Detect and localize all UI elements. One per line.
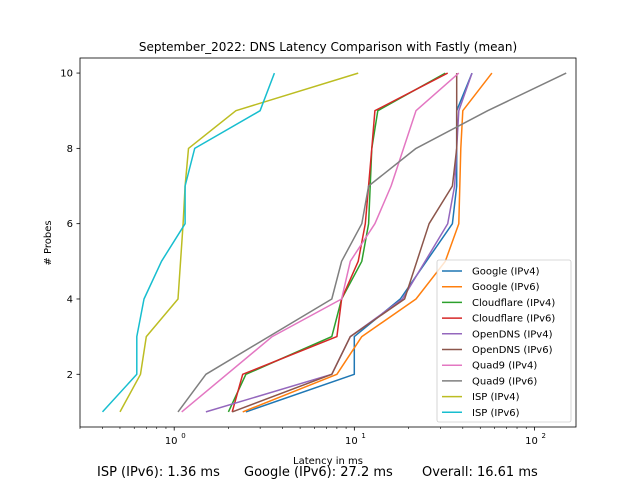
y-tick-label: 6 — [67, 219, 73, 230]
series-line-isp-ipv4 — [119, 72, 359, 413]
x-axis-title: Latency in ms — [293, 456, 363, 467]
legend-label-opendns-ipv6: OpenDNS (IPv6) — [472, 345, 553, 356]
plot-frame — [79, 57, 577, 428]
legend-label-isp-ipv4: ISP (IPv4) — [472, 392, 520, 403]
x-tick-exponent: 1 — [361, 432, 365, 440]
legend-label-quad9-ipv6: Quad9 (IPv6) — [472, 376, 537, 387]
legend-entries: Google (IPv4) Google (IPv6) Cloudflare (IP… — [442, 267, 555, 419]
y-axis-title: # Probes — [43, 220, 54, 265]
x-tick-label: 10 — [165, 436, 178, 447]
series-line-quad9-ipv6 — [177, 72, 567, 413]
footer-google-ipv6: Google (IPv6): 27.2 ms — [244, 465, 393, 480]
series-line-quad9-ipv4 — [181, 72, 460, 413]
plot-area — [79, 57, 577, 428]
x-tick-exponent: 2 — [541, 432, 545, 440]
legend-box — [436, 259, 572, 423]
y-tick-label: 4 — [67, 294, 73, 305]
legend-label-opendns-ipv4: OpenDNS (IPv4) — [472, 329, 553, 340]
series-line-opendns-ipv6 — [231, 73, 458, 413]
series-line-isp-ipv6 — [101, 72, 276, 413]
x-tick-exponent: 0 — [181, 432, 185, 440]
y-tick-label: 10 — [60, 69, 73, 80]
legend-label-isp-ipv6: ISP (IPv6) — [472, 408, 520, 419]
y-axis-ticks: 2 4 6 8 10 — [60, 69, 80, 381]
y-tick-label: 2 — [67, 370, 73, 381]
legend-label-cloudflare-ipv6: Cloudflare (IPv6) — [472, 314, 555, 325]
x-tick-label: 10 — [345, 436, 358, 447]
legend-label-google-ipv6: Google (IPv6) — [472, 282, 540, 293]
series-line-cloudflare-ipv6 — [231, 72, 449, 413]
x-tick-label: 10 — [525, 436, 538, 447]
footer-overall: Overall: 16.61 ms — [422, 465, 538, 480]
x-axis-ticks: 10 0 10 1 10 2 — [79, 427, 546, 447]
legend-label-cloudflare-ipv4: Cloudflare (IPv4) — [472, 298, 555, 309]
legend: Google (IPv4) Google (IPv6) Cloudflare (IP… — [436, 259, 572, 423]
legend-label-google-ipv4: Google (IPv4) — [472, 267, 540, 278]
footer-isp-ipv6: ISP (IPv6): 1.36 ms — [97, 465, 220, 480]
y-tick-label: 8 — [67, 144, 73, 155]
legend-label-quad9-ipv4: Quad9 (IPv4) — [472, 361, 537, 372]
chart-title: September_2022: DNS Latency Comparison w… — [139, 40, 517, 54]
